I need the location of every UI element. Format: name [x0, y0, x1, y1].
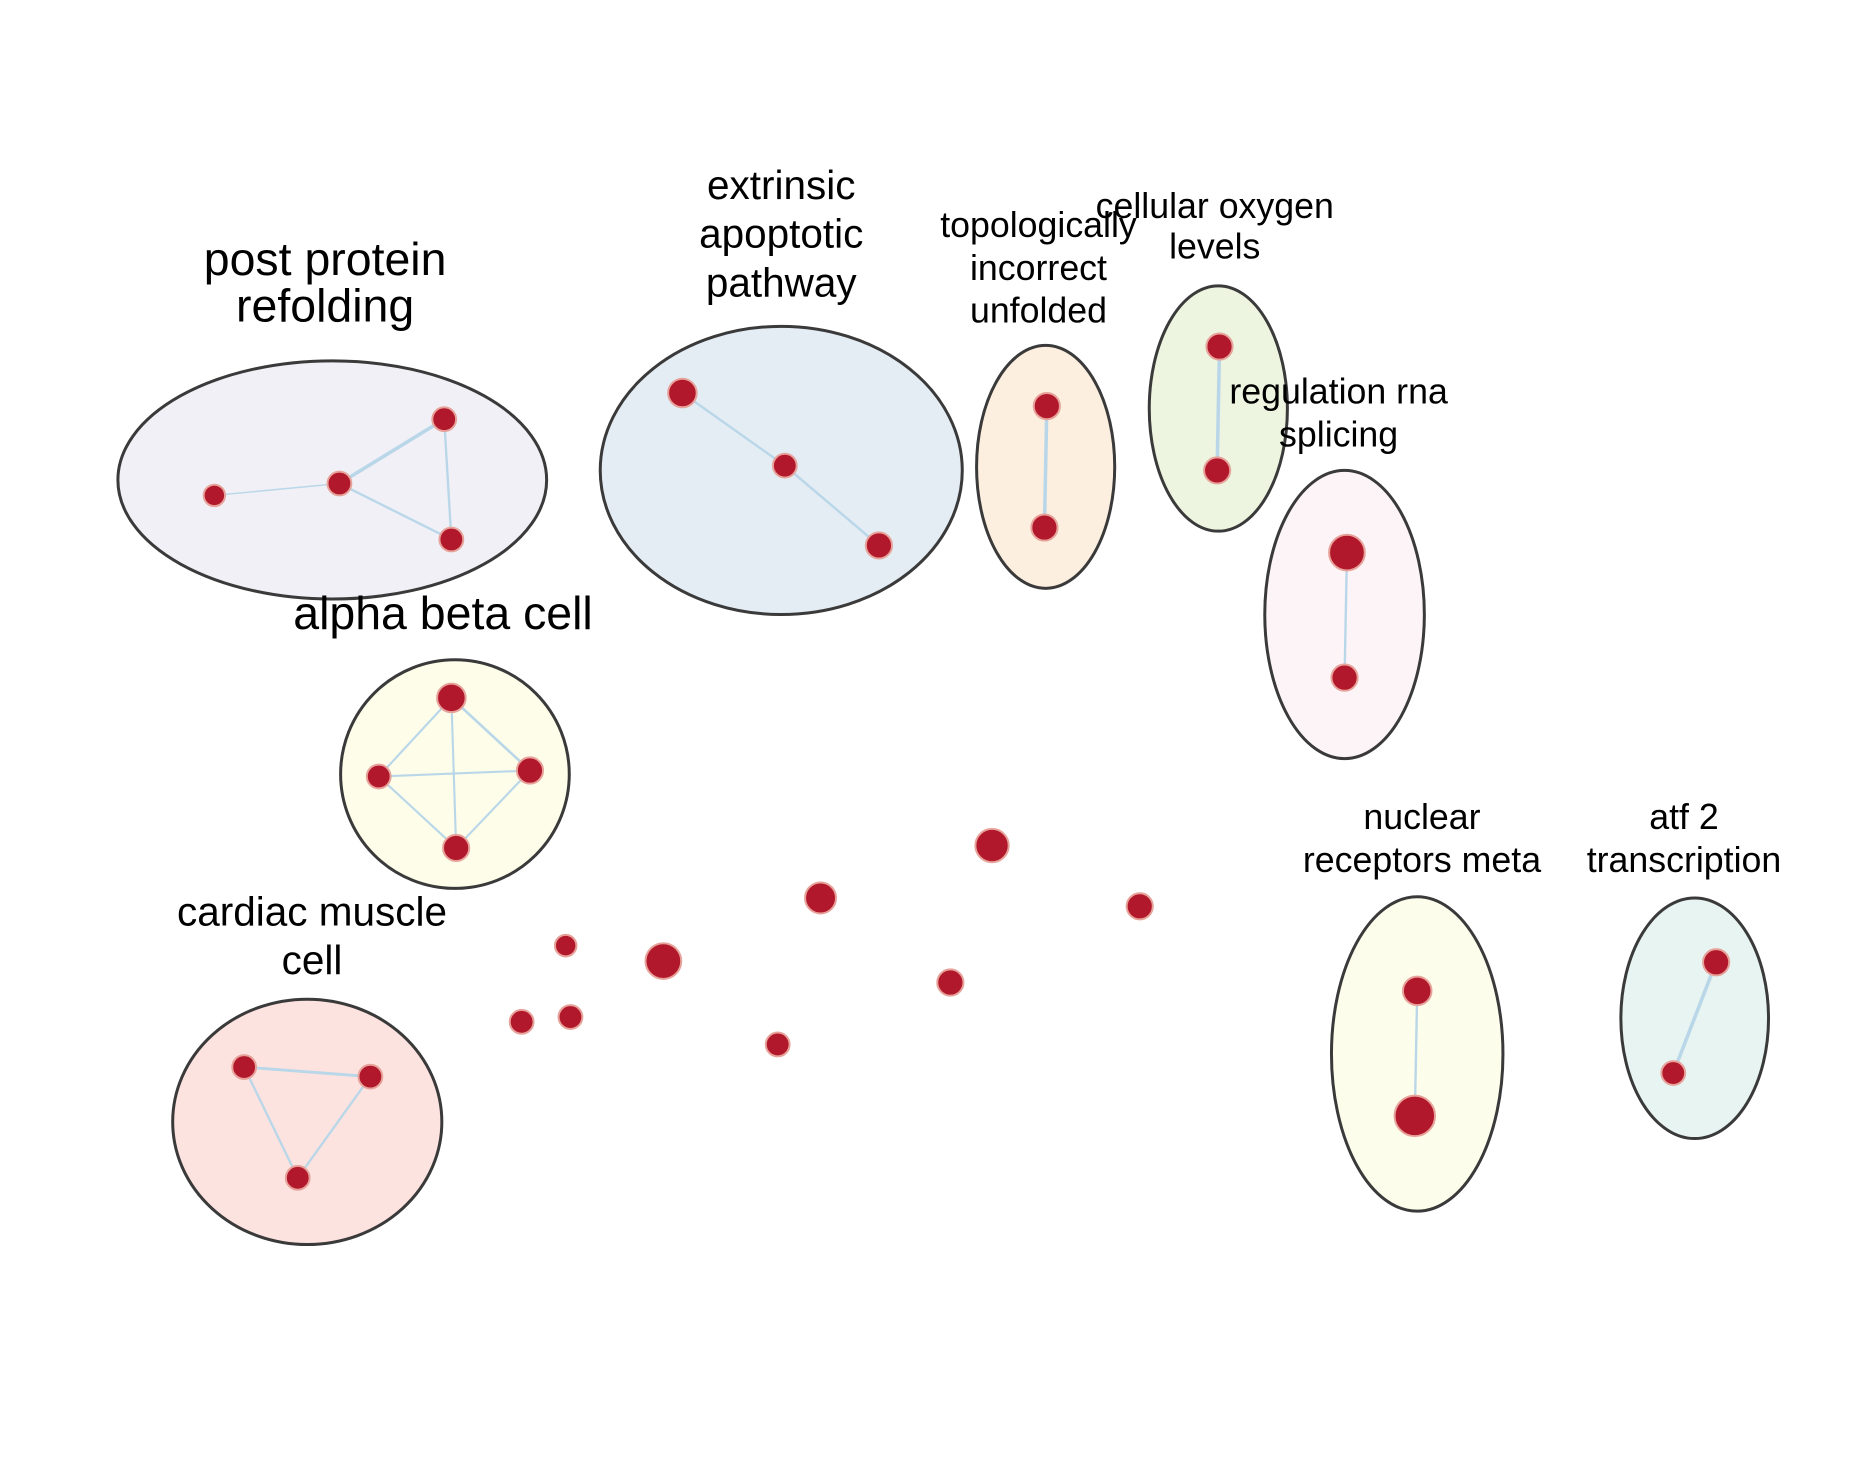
cellular-oxygen-levels-edge: [1215, 344, 1222, 473]
unclustered-node: [974, 827, 1010, 864]
post-protein-refolding-node: [431, 406, 458, 433]
nodes: [202, 332, 1731, 1191]
topologically-incorrect-unfolded-label-line: incorrect: [970, 248, 1107, 288]
topologically-incorrect-unfolded-label-line: topologically: [940, 205, 1137, 245]
edges: [213, 344, 1718, 1180]
cardiac-muscle-cell-edge: [242, 1065, 372, 1079]
atf-2-transcription-label-line: atf 2: [1649, 797, 1719, 837]
post-protein-refolding-edge: [213, 482, 341, 497]
cardiac-muscle-cell-cluster-ellipse: [171, 997, 444, 1247]
extrinsic-apoptotic-pathway-label: extrinsic apoptotic pathway: [699, 162, 863, 306]
post-protein-refolding-node: [202, 483, 227, 508]
regulation-rna-splicing-node: [1330, 663, 1359, 692]
alpha-beta-cell-node: [442, 833, 471, 863]
regulation-rna-splicing-edge: [1343, 551, 1349, 679]
extrinsic-apoptotic-pathway-node: [771, 452, 798, 479]
nuclear-receptors-meta-label-line: receptors meta: [1303, 840, 1541, 880]
extrinsic-apoptotic-pathway-node: [667, 377, 698, 409]
cardiac-muscle-cell-label-line: cardiac muscle: [177, 888, 447, 934]
cellular-oxygen-levels-label: cellular oxygen levels: [1096, 186, 1334, 266]
unclustered-node: [553, 933, 578, 958]
cellular-oxygen-levels-label-line: cellular oxygen: [1096, 186, 1334, 226]
cardiac-muscle-cell-node: [231, 1054, 258, 1080]
nuclear-receptors-meta-label: nuclear receptors meta: [1303, 797, 1541, 880]
extrinsic-apoptotic-pathway-label-line: apoptotic: [699, 211, 863, 257]
alpha-beta-cell-edge: [377, 769, 532, 778]
cardiac-muscle-cell-edge: [296, 1075, 372, 1180]
unclustered-node: [1125, 892, 1154, 921]
alpha-beta-cell-label-line: alpha beta cell: [293, 587, 593, 639]
post-protein-refolding-edge: [338, 482, 453, 541]
regulation-rna-splicing-label: regulation rna splicing: [1229, 372, 1448, 455]
alpha-beta-cell-edge: [450, 696, 532, 772]
cellular-oxygen-levels-node: [1205, 332, 1234, 361]
cardiac-muscle-cell-label-line: cell: [282, 937, 343, 983]
post-protein-refolding-label-line: post protein: [204, 233, 447, 285]
post-protein-refolding-edge: [337, 417, 447, 486]
cardiac-muscle-cell-edge: [242, 1065, 299, 1180]
unclustered-node: [804, 881, 838, 915]
atf-2-transcription-label-line: transcription: [1587, 840, 1782, 880]
alpha-beta-cell-label: alpha beta cell: [293, 587, 593, 639]
atf-2-transcription-label: atf 2 transcription: [1587, 797, 1782, 880]
regulation-rna-splicing-node: [1328, 533, 1366, 572]
regulation-rna-splicing-label-line: splicing: [1279, 415, 1398, 455]
topologically-incorrect-unfolded-edge: [1042, 404, 1049, 530]
unclustered-node: [764, 1031, 791, 1058]
unclustered-node: [936, 968, 965, 997]
cardiac-muscle-cell-node: [357, 1063, 384, 1090]
atf-2-transcription-edge: [1671, 960, 1718, 1075]
cellular-oxygen-levels-label-line: levels: [1169, 226, 1260, 266]
cardiac-muscle-cell-label: cardiac muscle cell: [177, 888, 447, 983]
extrinsic-apoptotic-pathway-edge: [681, 391, 787, 467]
post-protein-refolding-node: [438, 526, 465, 553]
alpha-beta-cell-node: [436, 682, 467, 714]
alpha-beta-cell-node: [365, 763, 392, 790]
topologically-incorrect-unfolded-label: topologically incorrect unfolded: [940, 205, 1137, 331]
topologically-incorrect-unfolded-node: [1032, 392, 1061, 421]
post-protein-refolding-node: [326, 470, 353, 497]
topologically-incorrect-unfolded-label-line: unfolded: [970, 291, 1107, 331]
nuclear-receptors-meta-label-line: nuclear: [1363, 797, 1480, 837]
unclustered-node: [557, 1004, 584, 1030]
unclustered-node: [508, 1008, 535, 1035]
regulation-rna-splicing-cluster-ellipse: [1263, 468, 1426, 761]
post-protein-refolding-edge: [443, 418, 453, 541]
alpha-beta-cell-edge: [377, 696, 453, 778]
nuclear-receptors-meta-node: [1401, 975, 1433, 1007]
cluster-ellipses: [116, 284, 1771, 1247]
cellular-oxygen-levels-node: [1203, 456, 1232, 485]
atf-2-transcription-node: [1660, 1060, 1687, 1086]
cardiac-muscle-cell-node: [284, 1164, 311, 1191]
extrinsic-apoptotic-pathway-label-line: extrinsic: [707, 162, 855, 208]
extrinsic-apoptotic-pathway-edge: [783, 464, 881, 547]
nuclear-receptors-meta-cluster-ellipse: [1329, 895, 1505, 1213]
alpha-beta-cell-edge: [377, 775, 458, 850]
post-protein-refolding-label: post protein refolding: [204, 233, 447, 331]
extrinsic-apoptotic-pathway-node: [864, 531, 894, 560]
extrinsic-apoptotic-pathway-label-line: pathway: [706, 260, 858, 306]
alpha-beta-cell-edge: [455, 769, 532, 850]
regulation-rna-splicing-label-line: regulation rna: [1229, 372, 1448, 412]
unclustered-node: [644, 942, 683, 980]
atf-2-transcription-node: [1702, 948, 1731, 977]
nuclear-receptors-meta-node: [1393, 1094, 1437, 1138]
topologically-incorrect-unfolded-node: [1030, 513, 1059, 542]
post-protein-refolding-label-line: refolding: [236, 280, 414, 332]
alpha-beta-cell-node: [515, 756, 545, 785]
